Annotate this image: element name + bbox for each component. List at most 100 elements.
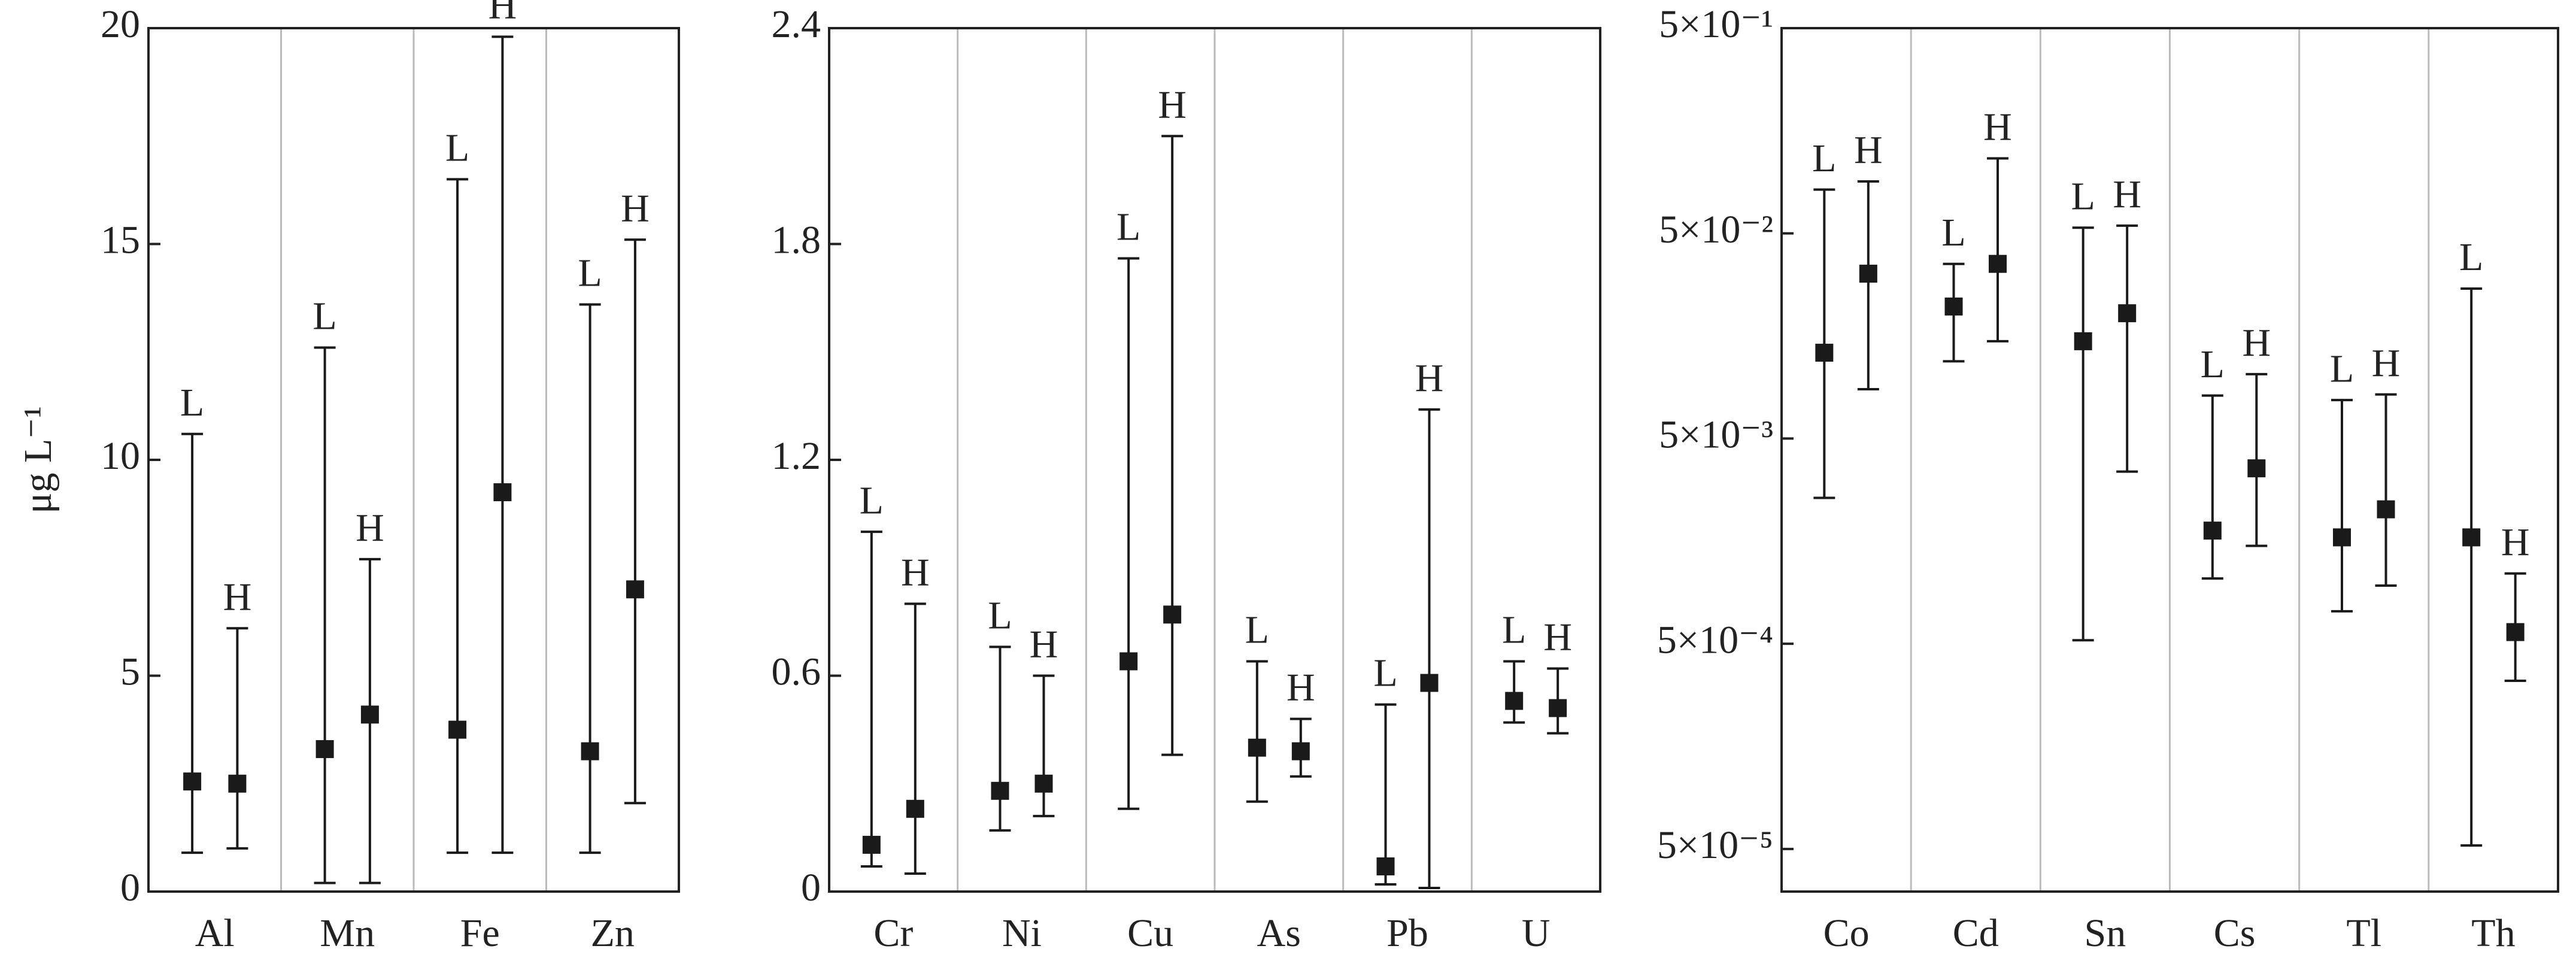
marker [1815,344,1834,362]
series-label: L [312,295,336,338]
marker [862,835,881,854]
marker [2377,500,2395,519]
y-tick-label: 10 [101,434,140,478]
marker [991,781,1009,800]
series-label: L [2201,342,2225,386]
series-label: L [988,594,1012,638]
series-label: L [1941,211,1965,254]
series-label: L [1502,608,1526,652]
series-label: L [860,478,884,522]
plot-frame [828,27,1601,893]
y-tick-label: 0 [801,866,821,910]
y-tick-label: 0 [120,866,140,910]
y-tick-label: 20 [101,2,140,46]
series-label: H [2242,321,2271,365]
x-tick-label: Pb [1386,911,1428,955]
series-label: L [1812,137,1836,180]
y-tick-label: 2.4 [772,2,821,46]
series-label: L [1116,205,1140,249]
x-tick-label: Ni [1002,911,1042,955]
series-label: L [2459,235,2483,279]
x-tick-label: Cd [1953,911,1999,955]
marker [448,720,467,739]
marker [315,740,334,759]
marker [360,705,379,724]
series-label: L [1245,608,1269,652]
marker [1163,605,1182,624]
x-tick-label: Zn [591,911,635,955]
marker [1505,692,1524,710]
series-label: H [1983,105,2012,149]
series-label: H [356,506,384,550]
marker [1119,652,1138,671]
marker [626,580,644,599]
plot-frame [147,27,680,893]
marker [2333,528,2352,547]
x-tick-label: Cu [1127,911,1173,955]
marker [906,799,924,818]
series-label: H [901,550,930,594]
plot-frame [1780,27,2559,893]
x-tick-label: As [1257,911,1301,955]
marker [581,742,599,760]
marker [1034,774,1053,793]
series-label: L [2330,347,2354,390]
marker [183,772,202,791]
marker [1944,297,1963,316]
marker [2074,332,2092,350]
marker [2118,304,2137,323]
x-tick-label: Fe [460,911,500,955]
series-label: H [1543,616,1572,659]
series-label: H [1287,666,1315,710]
series-label: L [2071,174,2095,218]
series-label: H [2113,172,2141,216]
marker [1859,265,1877,283]
series-label: L [445,126,469,169]
series-label: H [223,575,252,619]
x-tick-label: Th [2471,911,2515,955]
y-tick-label: 5×10⁻⁵ [1657,823,1773,867]
marker [2203,522,2222,540]
x-tick-label: Al [195,911,235,955]
x-tick-label: Sn [2085,911,2126,955]
series-label: H [1030,623,1058,666]
series-label: H [621,186,650,230]
x-tick-label: Cs [2214,911,2256,955]
x-tick-label: Tl [2346,911,2381,955]
y-tick-label: 15 [101,219,140,262]
marker [2506,623,2525,641]
marker [2247,459,2266,478]
y-axis-label: μg L⁻¹ [16,406,60,514]
y-tick-label: 0.6 [772,650,821,694]
y-tick-label: 1.8 [772,219,821,262]
y-tick-label: 5×10⁻⁴ [1657,618,1773,662]
y-tick-label: 5×10⁻³ [1659,413,1773,457]
series-label: H [2372,341,2401,385]
x-tick-label: U [1522,911,1551,955]
x-tick-label: Mn [320,911,375,955]
marker [1549,699,1567,717]
series-label: H [1854,128,1883,172]
series-label: L [180,381,204,425]
series-label: H [2501,520,2530,564]
series-label: L [1373,651,1397,695]
x-tick-label: Co [1823,911,1870,955]
marker [1420,674,1439,692]
y-tick-label: 1.2 [772,434,821,478]
marker [2462,528,2481,547]
marker [493,483,512,502]
series-label: H [1158,83,1187,126]
series-label: L [578,251,602,295]
marker [228,774,247,793]
marker [1988,254,2007,273]
marker [1248,738,1266,757]
y-tick-label: 5×10⁻² [1659,208,1773,251]
marker [1291,742,1310,760]
x-tick-label: Cr [873,911,913,955]
series-label: H [489,0,517,28]
y-tick-label: 5×10⁻¹ [1659,2,1773,46]
series-label: H [1415,356,1444,400]
marker [1376,857,1395,875]
y-tick-label: 5 [120,650,140,694]
